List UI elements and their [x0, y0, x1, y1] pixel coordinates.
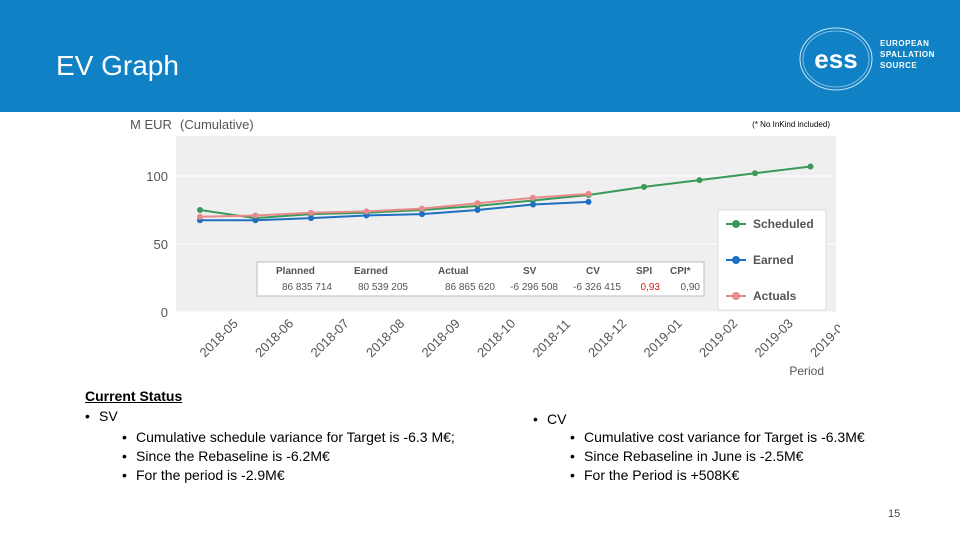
legend-label: Actuals	[753, 289, 797, 303]
y-axis-label-note: (Cumulative)	[180, 117, 254, 132]
logo-mark: ess	[814, 44, 857, 74]
table-value: 80 539 205	[358, 282, 408, 293]
x-tick-label: 2019-02	[696, 316, 740, 360]
cv-item: • Cumulative cost variance for Target is …	[570, 429, 865, 445]
table-value: -6 296 508	[510, 282, 558, 293]
series-line-actuals	[199, 192, 589, 218]
table-header: Earned	[354, 266, 388, 277]
table-value: 86 835 714	[282, 282, 332, 293]
data-table-box	[256, 261, 705, 297]
x-axis-label: Period	[789, 364, 824, 378]
logo-ring	[799, 27, 873, 91]
data-point-earned	[474, 207, 481, 213]
y-axis-label: M EUR	[130, 117, 172, 132]
table-value: 0,93	[641, 282, 661, 293]
x-tick-label: 2019-03	[752, 316, 796, 360]
logo-line-2: SPALLATION	[880, 50, 935, 59]
x-tick-label: 2018-08	[363, 316, 407, 360]
logo-text: EUROPEAN SPALLATION SOURCE	[880, 38, 935, 71]
series-line-earned	[200, 200, 589, 222]
sv-item-text: Cumulative schedule variance for Target …	[136, 429, 455, 445]
cv-item: • Since Rebaseline in June is -2.5M€	[570, 448, 804, 464]
sv-item-text: Since the Rebaseline is -6.2M€	[136, 448, 330, 464]
data-point-scheduled	[696, 177, 703, 184]
data-point-scheduled	[752, 170, 758, 177]
page-number: 15	[888, 508, 901, 520]
data-point-earned	[419, 211, 425, 218]
cv-item-text: Cumulative cost variance for Target is -…	[584, 429, 865, 445]
table-header: SV	[523, 266, 537, 277]
inkind-note: (* No InKind included)	[752, 120, 830, 129]
logo-line-1: EUROPEAN	[880, 39, 930, 48]
table-header: CV	[586, 266, 600, 277]
data-point-earned	[308, 215, 314, 222]
y-tick-label: 100	[146, 169, 168, 184]
data-point-actuals	[252, 212, 259, 219]
x-tick-label: 2018-09	[419, 316, 463, 360]
logo-line-3: SOURCE	[880, 61, 918, 70]
data-point-actuals	[585, 190, 592, 197]
x-tick-label: 2018-06	[252, 316, 296, 360]
data-point-actuals	[530, 194, 536, 201]
legend-label: Earned	[753, 253, 794, 267]
data-point-earned	[530, 201, 536, 208]
table-value: -6 326 415	[573, 282, 621, 293]
ev-line-chart: M EUR (Cumulative) (* No InKind included…	[130, 117, 840, 378]
sv-item: • Since the Rebaseline is -6.2M€	[122, 448, 330, 464]
data-point-actuals	[474, 200, 481, 207]
x-tick-label: 2018-07	[308, 316, 352, 360]
data-point-actuals	[419, 205, 425, 212]
data-point-actuals	[308, 209, 314, 216]
x-tick-label: 2018-10	[474, 316, 518, 360]
table-header: SPI	[636, 266, 652, 277]
header-bar: EV Graph ess EUROPEAN SPALLATION SOURCE	[0, 0, 960, 112]
sv-bullet: • SV	[85, 408, 118, 424]
table-header: Planned	[276, 266, 315, 277]
data-point-earned	[585, 198, 592, 205]
legend-swatch-dot	[732, 256, 740, 264]
x-tick-label: 2018-05	[197, 316, 241, 360]
sv-item: • For the period is -2.9M€	[122, 467, 285, 483]
sv-item: • Cumulative schedule variance for Target…	[122, 429, 455, 445]
data-point-earned	[252, 217, 259, 224]
slide-title: EV Graph	[56, 50, 179, 81]
x-tick-label: 2018-11	[530, 316, 574, 360]
legend-swatch-dot	[732, 292, 740, 300]
table-value: 86 865 620	[445, 282, 495, 293]
legend-label: Scheduled	[753, 217, 814, 231]
current-status-heading: Current Status	[85, 388, 183, 404]
legend-swatch-dot	[732, 220, 740, 228]
series-line-scheduled	[199, 165, 811, 220]
data-point-scheduled	[641, 183, 647, 190]
data-point-scheduled	[807, 163, 814, 170]
data-point-actuals	[363, 208, 370, 215]
x-tick-label: 2018-12	[585, 316, 629, 360]
logo-ring-inner	[802, 30, 870, 88]
table-value: 0,90	[681, 282, 701, 293]
data-point-actuals	[197, 213, 203, 220]
y-tick-label: 50	[154, 237, 168, 252]
ess-logo: ess EUROPEAN SPALLATION SOURCE	[796, 24, 946, 94]
data-point-scheduled	[197, 207, 203, 213]
cv-bullet: • CV	[533, 411, 567, 427]
cv-label: CV	[547, 411, 567, 427]
x-tick-label: 2019-04	[807, 316, 840, 360]
y-tick-label: 0	[161, 305, 168, 320]
table-header: Actual	[438, 266, 469, 277]
sv-item-text: For the period is -2.9M€	[136, 467, 285, 483]
cv-item: • For the Period is +508K€	[570, 467, 740, 483]
sv-label: SV	[99, 408, 118, 424]
x-tick-label: 2019-01	[641, 316, 685, 360]
table-header: CPI*	[670, 266, 691, 277]
cv-item-text: For the Period is +508K€	[584, 467, 740, 483]
cv-item-text: Since Rebaseline in June is -2.5M€	[584, 448, 804, 464]
